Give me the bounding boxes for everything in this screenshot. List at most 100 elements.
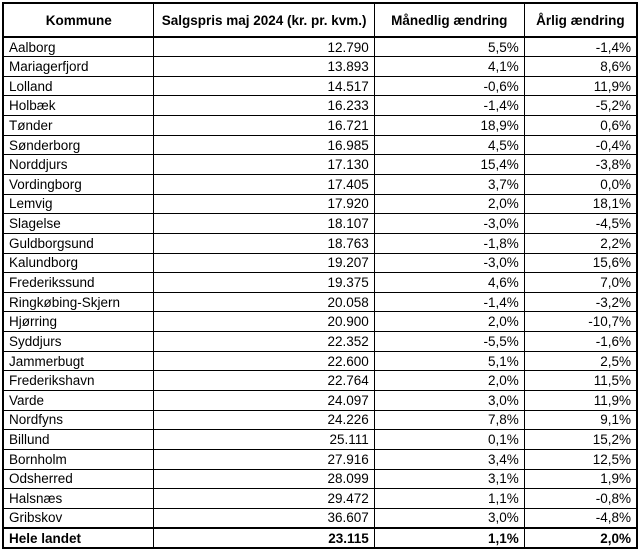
kommune-cell: Frederikshavn bbox=[2, 370, 155, 392]
annual-change-cell: 1,9% bbox=[523, 468, 638, 490]
annual-change-cell: -4,5% bbox=[523, 213, 638, 234]
annual-change-cell: 11,9% bbox=[523, 390, 638, 411]
annual-change-cell: 2,2% bbox=[523, 232, 638, 254]
table-row: Gribskov 36.607 3,0% -4,8% bbox=[2, 507, 638, 529]
kommune-cell: Slagelse bbox=[2, 213, 155, 234]
monthly-change-cell: 5,1% bbox=[373, 350, 525, 372]
annual-change-cell: 18,1% bbox=[523, 193, 638, 215]
annual-change-cell: 11,5% bbox=[523, 370, 638, 392]
price-cell: 27.916 bbox=[153, 448, 375, 470]
table-row: Bornholm 27.916 3,4% 12,5% bbox=[2, 448, 638, 470]
table-row: Lolland 14.517 -0,6% 11,9% bbox=[2, 75, 638, 97]
monthly-change-cell: -1,4% bbox=[373, 95, 525, 117]
price-cell: 28.099 bbox=[153, 468, 375, 490]
kommune-cell: Varde bbox=[2, 390, 155, 411]
column-header-aarlig-aendring: Årlig ændring bbox=[523, 2, 638, 38]
kommune-cell: Billund bbox=[2, 429, 155, 450]
kommune-cell: Hjørring bbox=[2, 311, 155, 333]
annual-change-cell: -1,4% bbox=[523, 36, 638, 58]
annual-change-cell: 9,1% bbox=[523, 409, 638, 431]
annual-change-cell: 11,9% bbox=[523, 75, 638, 97]
annual-change-cell: -10,7% bbox=[523, 311, 638, 333]
table-row: Billund 25.111 0,1% 15,2% bbox=[2, 429, 638, 450]
monthly-change-cell: 2,0% bbox=[373, 370, 525, 392]
table-row: Mariagerfjord 13.893 4,1% 8,6% bbox=[2, 56, 638, 77]
monthly-change-cell: -3,0% bbox=[373, 213, 525, 234]
price-cell: 16.721 bbox=[153, 115, 375, 136]
monthly-change-cell: 3,4% bbox=[373, 448, 525, 470]
monthly-change-cell: -1,4% bbox=[373, 291, 525, 313]
kommune-cell: Odsherred bbox=[2, 468, 155, 490]
price-cell: 17.130 bbox=[153, 154, 375, 175]
annual-change-cell: 2,0% bbox=[523, 527, 638, 549]
table-row: Frederikssund 19.375 4,6% 7,0% bbox=[2, 272, 638, 293]
annual-change-cell: -3,8% bbox=[523, 154, 638, 175]
price-cell: 22.600 bbox=[153, 350, 375, 372]
table-row: Guldborgsund 18.763 -1,8% 2,2% bbox=[2, 232, 638, 254]
annual-change-cell: -4,8% bbox=[523, 507, 638, 529]
kommune-cell: Tønder bbox=[2, 115, 155, 136]
annual-change-cell: 12,5% bbox=[523, 448, 638, 470]
table-row: Aalborg 12.790 5,5% -1,4% bbox=[2, 36, 638, 58]
kommune-cell: Lemvig bbox=[2, 193, 155, 215]
monthly-change-cell: 0,1% bbox=[373, 429, 525, 450]
price-cell: 20.058 bbox=[153, 291, 375, 313]
table-row: Sønderborg 16.985 4,5% -0,4% bbox=[2, 134, 638, 156]
price-cell: 25.111 bbox=[153, 429, 375, 450]
annual-change-cell: -0,4% bbox=[523, 134, 638, 156]
monthly-change-cell: -0,6% bbox=[373, 75, 525, 97]
table-row: Vordingborg 17.405 3,7% 0,0% bbox=[2, 173, 638, 195]
kommune-cell: Syddjurs bbox=[2, 331, 155, 352]
kommune-cell: Vordingborg bbox=[2, 173, 155, 195]
price-cell: 20.900 bbox=[153, 311, 375, 333]
monthly-change-cell: -5,5% bbox=[373, 331, 525, 352]
price-cell: 19.207 bbox=[153, 252, 375, 274]
kommune-cell: Ringkøbing-Skjern bbox=[2, 291, 155, 313]
table-row: Varde 24.097 3,0% 11,9% bbox=[2, 390, 638, 411]
annual-change-cell: 0,0% bbox=[523, 173, 638, 195]
column-header-salgspris: Salgspris maj 2024 (kr. pr. kvm.) bbox=[153, 2, 375, 38]
table-header: Kommune Salgspris maj 2024 (kr. pr. kvm.… bbox=[2, 2, 638, 38]
table-row: Holbæk 16.233 -1,4% -5,2% bbox=[2, 95, 638, 117]
monthly-change-cell: 5,5% bbox=[373, 36, 525, 58]
kommune-cell: Frederikssund bbox=[2, 272, 155, 293]
annual-change-cell: 7,0% bbox=[523, 272, 638, 293]
table-row: Nordfyns 24.226 7,8% 9,1% bbox=[2, 409, 638, 431]
annual-change-cell: 15,2% bbox=[523, 429, 638, 450]
price-cell: 18.763 bbox=[153, 232, 375, 254]
monthly-change-cell: 2,0% bbox=[373, 193, 525, 215]
column-header-kommune: Kommune bbox=[2, 2, 155, 38]
kommune-cell: Nordfyns bbox=[2, 409, 155, 431]
price-cell: 18.107 bbox=[153, 213, 375, 234]
table-row: Hjørring 20.900 2,0% -10,7% bbox=[2, 311, 638, 333]
table-row: Frederikshavn 22.764 2,0% 11,5% bbox=[2, 370, 638, 392]
monthly-change-cell: 7,8% bbox=[373, 409, 525, 431]
kommune-cell: Lolland bbox=[2, 75, 155, 97]
kommune-cell: Norddjurs bbox=[2, 154, 155, 175]
monthly-change-cell: 4,6% bbox=[373, 272, 525, 293]
annual-change-cell: 2,5% bbox=[523, 350, 638, 372]
price-cell: 14.517 bbox=[153, 75, 375, 97]
price-cell: 23.115 bbox=[153, 527, 375, 549]
table-row: Jammerbugt 22.600 5,1% 2,5% bbox=[2, 350, 638, 372]
table-row: Halsnæs 29.472 1,1% -0,8% bbox=[2, 488, 638, 509]
monthly-change-cell: 4,1% bbox=[373, 56, 525, 77]
monthly-change-cell: 1,1% bbox=[373, 527, 525, 549]
kommune-cell: Aalborg bbox=[2, 36, 155, 58]
monthly-change-cell: 3,7% bbox=[373, 173, 525, 195]
price-cell: 12.790 bbox=[153, 36, 375, 58]
price-cell: 22.352 bbox=[153, 331, 375, 352]
annual-change-cell: -5,2% bbox=[523, 95, 638, 117]
price-cell: 24.097 bbox=[153, 390, 375, 411]
monthly-change-cell: 2,0% bbox=[373, 311, 525, 333]
monthly-change-cell: 3,0% bbox=[373, 390, 525, 411]
summary-row: Hele landet 23.115 1,1% 2,0% bbox=[2, 527, 638, 549]
kommune-cell: Kalundborg bbox=[2, 252, 155, 274]
kommune-cell: Holbæk bbox=[2, 95, 155, 117]
table-row: Syddjurs 22.352 -5,5% -1,6% bbox=[2, 331, 638, 352]
annual-change-cell: -1,6% bbox=[523, 331, 638, 352]
monthly-change-cell: 3,1% bbox=[373, 468, 525, 490]
annual-change-cell: -3,2% bbox=[523, 291, 638, 313]
